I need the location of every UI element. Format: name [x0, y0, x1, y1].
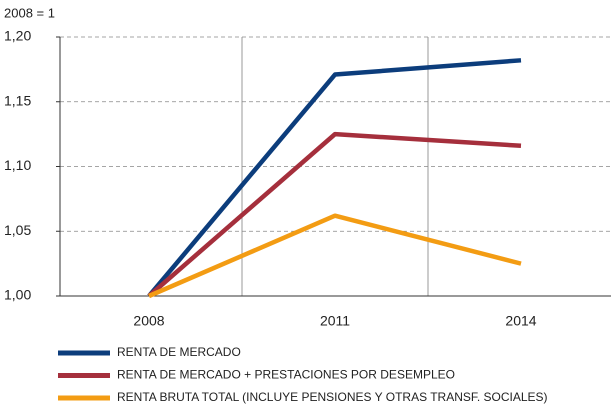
- y-tick-label: 1,15: [4, 92, 31, 108]
- legend-label: RENTA DE MERCADO + PRESTACIONES POR DESE…: [117, 368, 455, 382]
- x-tick-label: 2008: [133, 313, 164, 329]
- y-tick-label: 1,00: [4, 287, 31, 303]
- x-tick-label: 2011: [320, 313, 350, 329]
- legend-label: RENTA DE MERCADO: [117, 345, 241, 359]
- legend-label: RENTA BRUTA TOTAL (INCLUYE PENSIONES Y O…: [117, 390, 548, 404]
- y-tick-label: 1,05: [4, 222, 31, 238]
- x-tick-label: 2014: [505, 313, 536, 329]
- y-tick-label: 1,20: [4, 28, 31, 44]
- line-series: [148, 213, 522, 299]
- chart-subtitle: 2008 = 1: [4, 5, 55, 20]
- line-series: [147, 58, 522, 298]
- line-series: [147, 131, 522, 298]
- y-tick-label: 1,10: [4, 157, 31, 173]
